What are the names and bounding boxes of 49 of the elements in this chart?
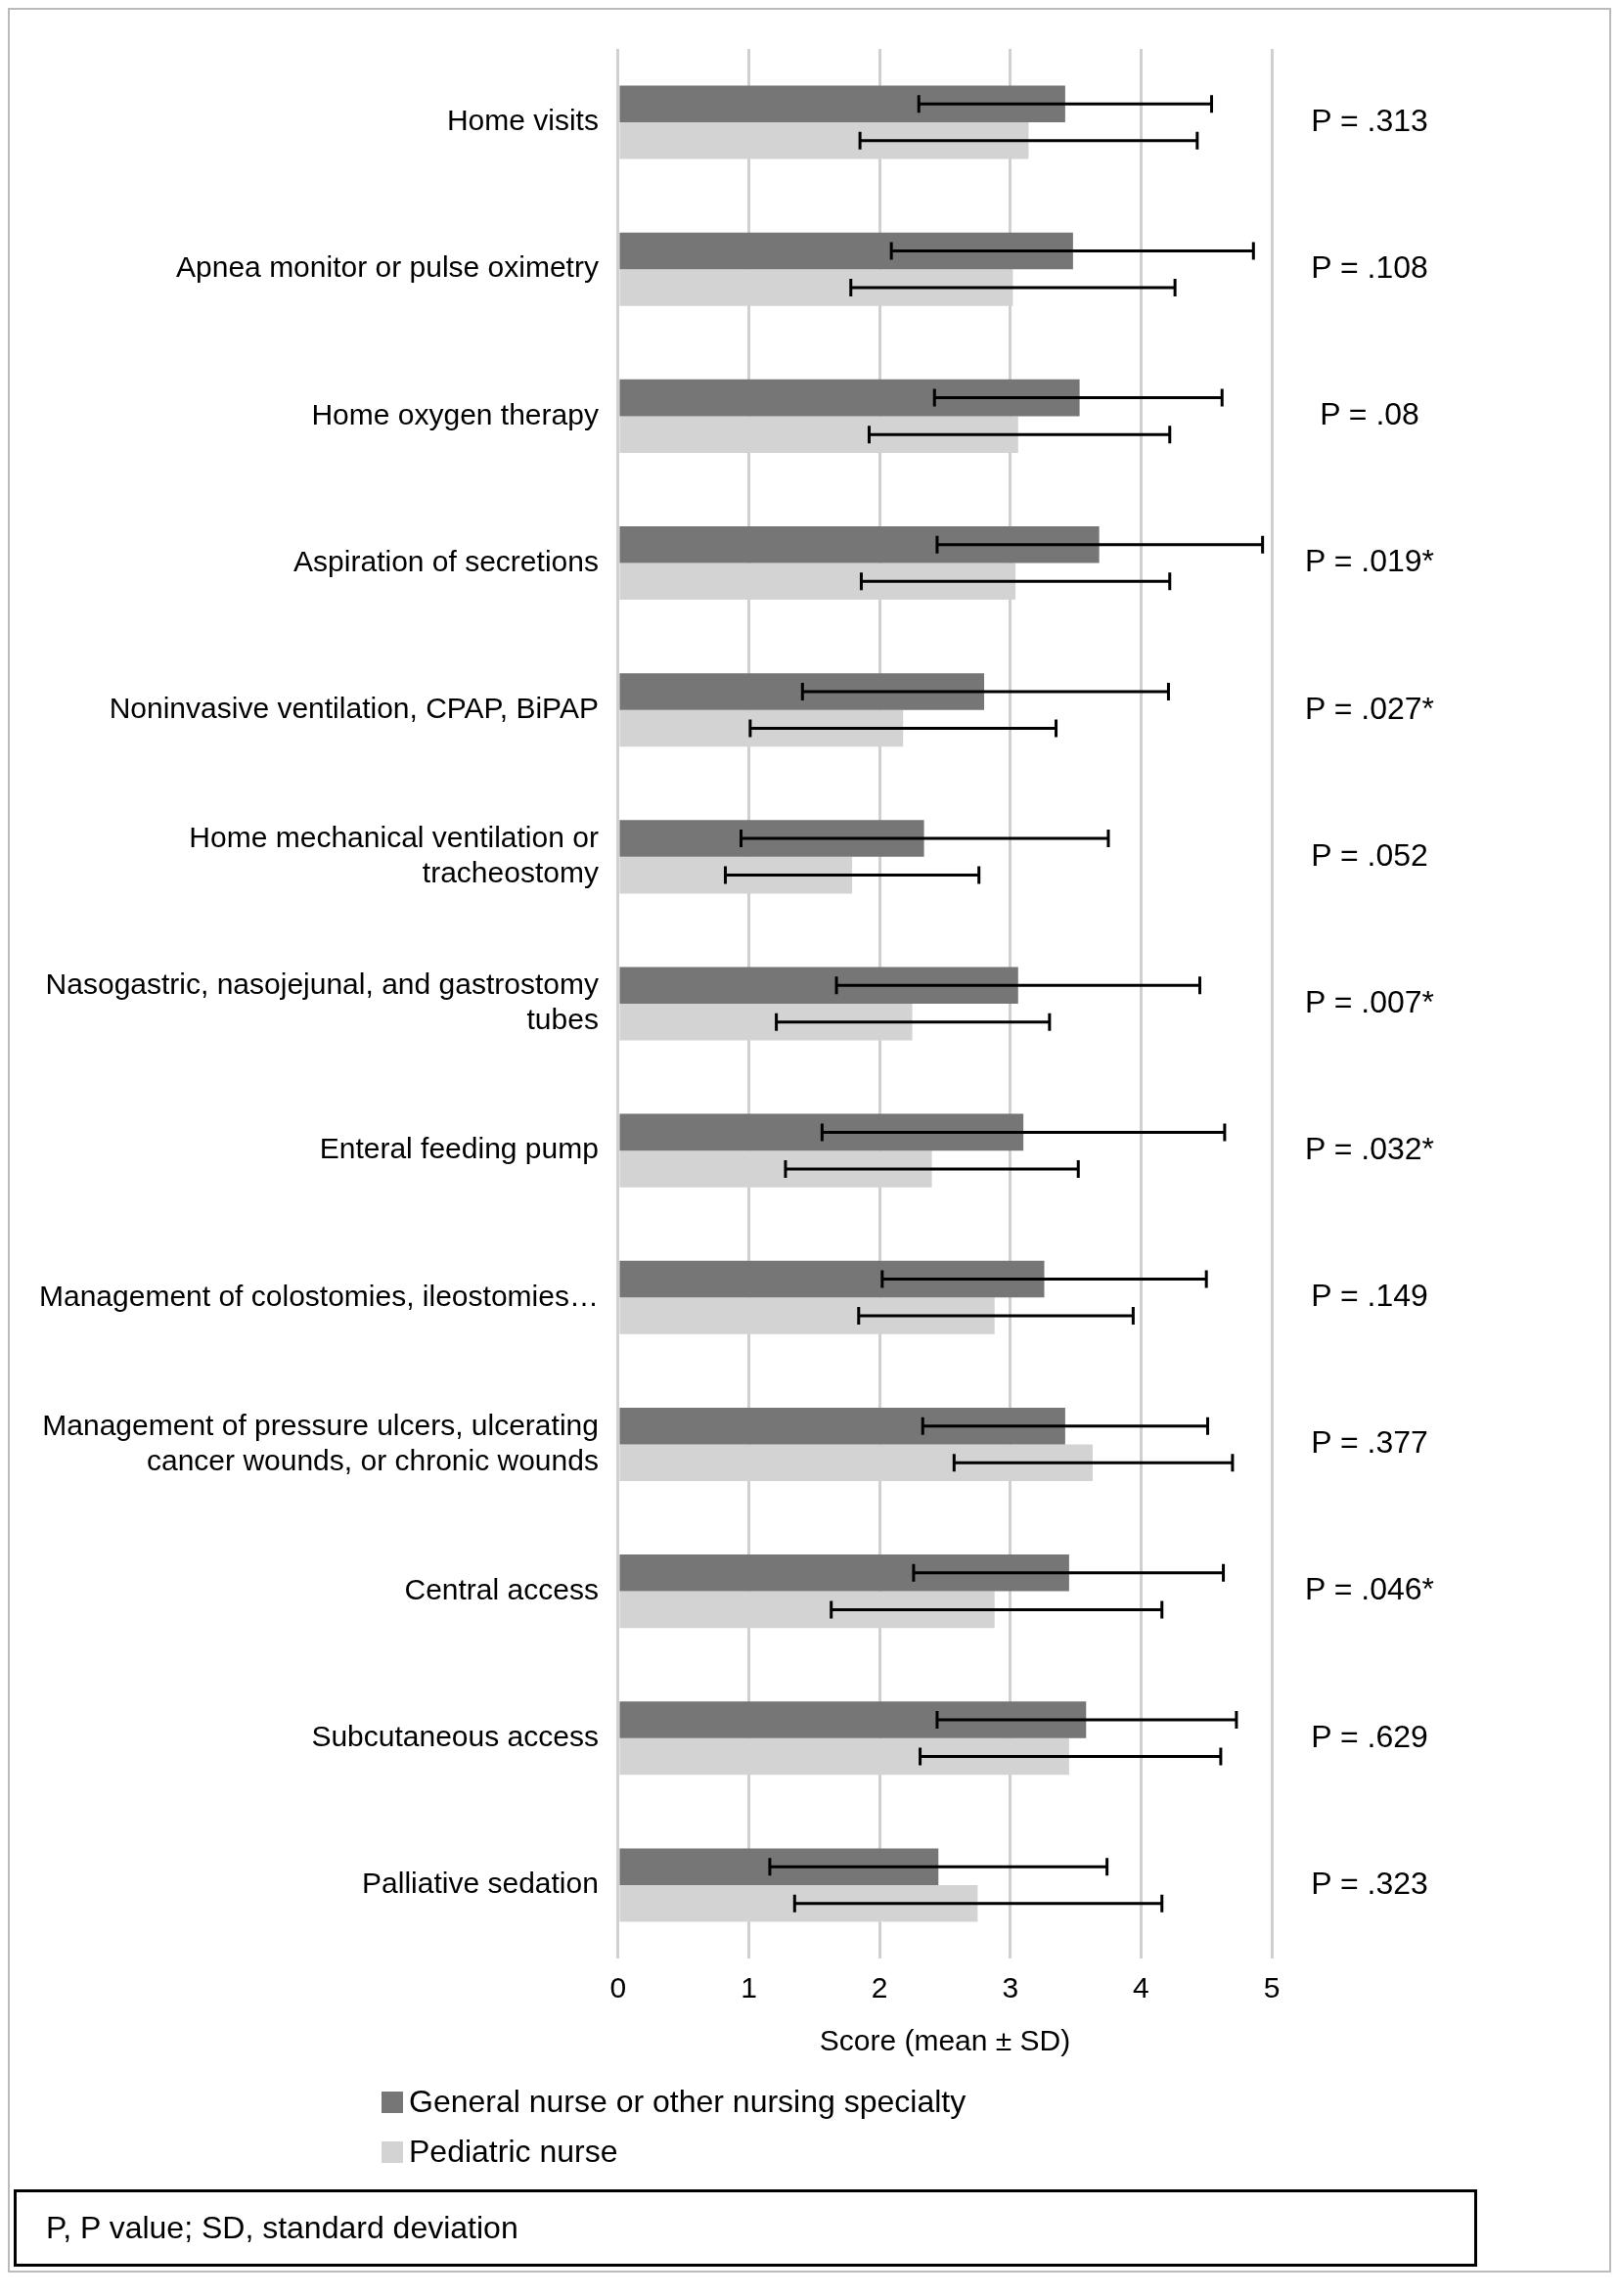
text: P = .019* xyxy=(1305,543,1434,579)
y-tick-label: Subcutaneous access xyxy=(311,1720,599,1753)
legend-label: Pediatric nurse xyxy=(409,2134,618,2170)
x-tick-label: 0 xyxy=(609,1971,627,2004)
bar xyxy=(619,379,1080,417)
bar xyxy=(619,1407,1065,1445)
text: P = .032* xyxy=(1305,1130,1434,1166)
y-tick-label: Enteral feeding pump xyxy=(319,1132,599,1165)
y-tick-label: Nasogastric, nasojejunal, and gastrostomy tubes xyxy=(45,968,599,1036)
y-tick-label: Central access xyxy=(404,1572,599,1605)
text: P = .149 xyxy=(1311,1278,1428,1314)
y-tick-label: Apnea monitor or pulse oximetry xyxy=(176,250,599,284)
y-tick-label: Home visits xyxy=(446,104,599,137)
y-tick-label: Noninvasive ventilation, CPAP, BiPAP xyxy=(109,691,599,724)
text: P = .08 xyxy=(1320,396,1419,432)
y-tick-label: Palliative sedation xyxy=(362,1867,599,1900)
bar xyxy=(619,526,1100,563)
text: P = .377 xyxy=(1311,1424,1428,1461)
bar xyxy=(619,673,985,710)
text: P = .052 xyxy=(1311,836,1428,873)
bar xyxy=(619,85,1065,123)
text: P = .027* xyxy=(1305,690,1434,726)
legend-label: General nurse or other nursing specialty xyxy=(409,2084,967,2120)
y-tick-label: Home mechanical ventilation or tracheostomy xyxy=(189,821,599,889)
text: P = .323 xyxy=(1311,1865,1428,1901)
y-tick-label: Management of colostomies, ileostomies… xyxy=(39,1279,599,1312)
x-tick-label: 3 xyxy=(1002,1971,1019,2004)
bar xyxy=(619,820,924,857)
y-tick-label: Home oxygen therapy xyxy=(311,397,599,430)
bar xyxy=(619,1113,1024,1151)
bar xyxy=(619,1701,1087,1738)
text: P = .629 xyxy=(1311,1718,1428,1754)
x-axis-title: Score (mean ± SD) xyxy=(819,2024,1071,2057)
x-tick-label: 1 xyxy=(741,1971,757,2004)
bar xyxy=(619,1554,1069,1592)
bar xyxy=(619,232,1073,270)
x-tick-label: 4 xyxy=(1133,1971,1149,2004)
bar xyxy=(619,1260,1045,1298)
x-tick-label: 2 xyxy=(871,1971,888,2004)
text: P = .046* xyxy=(1305,1571,1434,1607)
bar xyxy=(619,1848,939,1885)
text: P = .313 xyxy=(1311,102,1428,138)
x-tick-label: 5 xyxy=(1263,1971,1281,2004)
bar xyxy=(619,967,1018,1004)
y-tick-label: Aspiration of secretions xyxy=(293,544,599,577)
text: P = .007* xyxy=(1305,983,1434,1019)
text: P, P value; SD, standard deviation xyxy=(14,2189,1477,2267)
y-tick-label: Management of pressure ulcers, ulcerating cancer wounds, or chronic wounds xyxy=(42,1408,599,1476)
text: P = .108 xyxy=(1311,249,1428,286)
